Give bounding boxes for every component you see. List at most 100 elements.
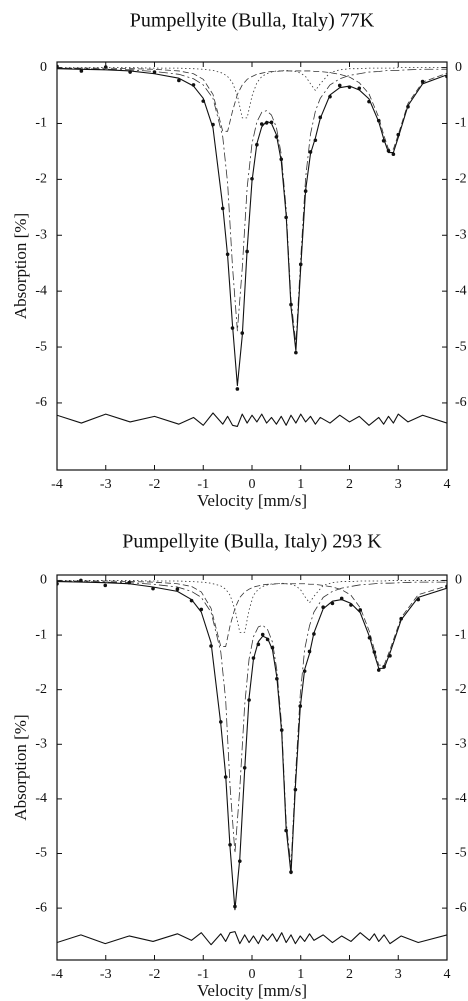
y2-tick-label: -6: [455, 900, 467, 915]
data-point: [396, 132, 401, 137]
data-point: [201, 99, 206, 103]
x-tick-label: 3: [395, 477, 402, 492]
data-point: [312, 632, 316, 636]
x-tick-label: 0: [249, 477, 256, 492]
x-tick-label: 1: [297, 967, 304, 982]
x-tick-label: 3: [395, 967, 402, 982]
data-point: [228, 842, 232, 847]
x-tick-label: 2: [346, 967, 353, 982]
data-point: [388, 654, 392, 658]
series-line: [57, 581, 447, 911]
data-point: [313, 138, 318, 143]
y2-tick-label: -3: [455, 227, 467, 242]
y-tick-label: -4: [35, 283, 47, 298]
y2-tick-label: -1: [455, 627, 467, 642]
data-point: [245, 249, 249, 254]
y-tick-label: -1: [35, 627, 47, 642]
data-point: [330, 601, 335, 606]
x-tick-label: -4: [51, 477, 63, 492]
data-point: [337, 83, 342, 88]
y-tick-label: -2: [35, 172, 47, 187]
data-point: [260, 632, 265, 637]
data-point: [209, 644, 213, 648]
data-point: [238, 859, 242, 863]
data-point: [265, 637, 270, 642]
y2-tick-label: -4: [455, 283, 467, 298]
data-point: [269, 120, 274, 125]
y-tick-label: 0: [40, 573, 47, 588]
data-point: [259, 122, 264, 126]
data-point: [247, 698, 251, 702]
data-point: [367, 99, 371, 104]
data-point: [376, 668, 381, 672]
data-point: [406, 104, 410, 109]
data-point: [328, 94, 332, 99]
chart-title: Pumpellyite (Bulla, Italy) 77K: [130, 10, 375, 32]
x-axis-label: Velocity [mm/s]: [197, 491, 307, 510]
plot-frame: [56, 574, 448, 961]
x-tick-label: -2: [149, 477, 161, 492]
data-point: [152, 70, 157, 74]
data-point: [318, 115, 323, 120]
x-tick-label: -2: [149, 967, 161, 982]
x-tick-label: 1: [297, 477, 304, 492]
data-point: [391, 152, 396, 157]
y-tick-label: -3: [35, 227, 47, 242]
data-point: [255, 142, 259, 147]
plot-area: [57, 578, 447, 946]
series-line: [57, 580, 447, 666]
series-line: [57, 412, 447, 427]
data-point: [303, 189, 308, 193]
y2-tick-label: 0: [455, 60, 462, 75]
y-tick-label: -1: [35, 116, 47, 131]
y2-tick-label: -4: [455, 791, 467, 806]
y-tick-label: -5: [35, 846, 47, 861]
x-tick-label: -1: [197, 477, 209, 492]
y-axis-label: Absorption [%]: [11, 213, 30, 319]
data-point: [223, 775, 228, 779]
y-tick-label: -4: [35, 791, 47, 806]
data-point: [381, 139, 386, 143]
data-point: [250, 177, 254, 181]
data-point: [251, 656, 256, 660]
data-point: [420, 79, 425, 84]
data-point: [339, 596, 344, 601]
y2-tick-label: -2: [455, 172, 467, 187]
y2-tick-label: 0: [455, 573, 462, 588]
data-point: [240, 331, 245, 335]
data-point: [270, 645, 275, 650]
x-tick-label: 4: [444, 477, 451, 492]
y-tick-label: -2: [35, 682, 47, 697]
y2-tick-label: -6: [455, 395, 467, 410]
x-axis-label: Velocity [mm/s]: [197, 981, 307, 1000]
plot-area: [57, 64, 447, 427]
data-point: [416, 597, 421, 602]
data-point: [308, 150, 313, 154]
data-point: [79, 69, 84, 73]
x-tick-label: 0: [249, 967, 256, 982]
data-point: [151, 586, 155, 591]
data-point: [79, 578, 83, 583]
data-point: [279, 728, 284, 732]
y2-tick-label: -1: [455, 116, 467, 131]
y2-tick-label: -5: [455, 846, 467, 861]
data-point: [235, 387, 240, 391]
series-line: [57, 67, 447, 345]
data-point: [264, 121, 269, 125]
data-point: [177, 78, 181, 83]
data-point: [242, 765, 247, 770]
data-point: [386, 149, 391, 153]
data-point: [219, 720, 223, 724]
data-point: [307, 649, 312, 654]
y-tick-label: -3: [35, 737, 47, 752]
data-point: [376, 118, 381, 123]
data-point: [128, 70, 132, 74]
series-line: [57, 67, 447, 119]
data-point: [284, 215, 288, 220]
data-point: [357, 86, 362, 91]
data-point: [103, 583, 108, 588]
data-point: [289, 302, 293, 307]
x-tick-label: -3: [100, 477, 112, 492]
